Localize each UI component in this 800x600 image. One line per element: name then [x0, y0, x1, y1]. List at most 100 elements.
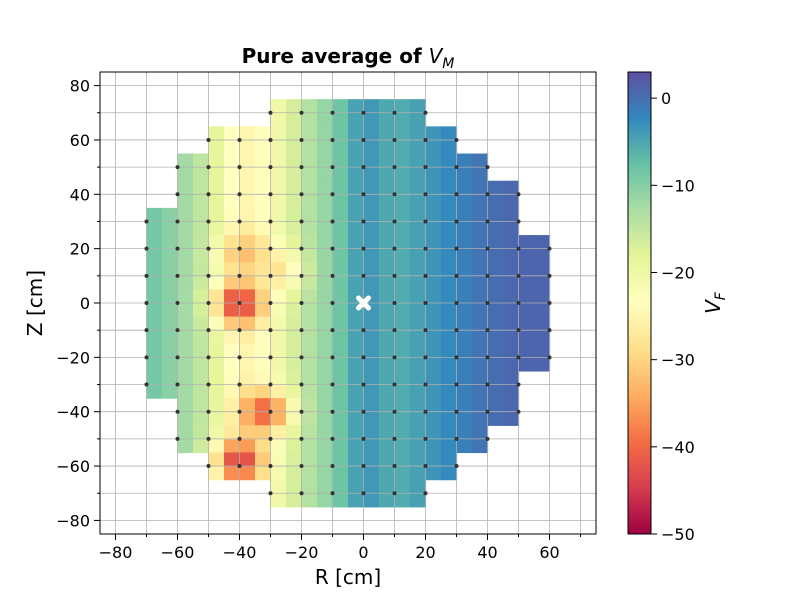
y-tick-label: 60	[70, 131, 90, 150]
heatmap-cell	[394, 384, 411, 399]
measurement-point	[206, 192, 211, 197]
heatmap-cell	[472, 275, 489, 291]
heatmap-cell	[270, 466, 287, 481]
heatmap-cell	[332, 221, 349, 236]
heatmap-cell	[301, 99, 318, 114]
heatmap-cell	[332, 112, 349, 127]
heatmap-cell	[472, 207, 489, 223]
heatmap-cell	[239, 207, 256, 223]
heatmap-cell	[332, 275, 349, 291]
measurement-point	[361, 491, 366, 496]
heatmap-cell	[425, 194, 442, 209]
measurement-point	[330, 464, 335, 469]
heatmap-cell	[487, 221, 504, 236]
heatmap-cell	[441, 275, 458, 291]
measurement-point	[423, 301, 428, 305]
heatmap-cell	[441, 248, 458, 263]
heatmap-cell	[503, 411, 520, 426]
heatmap-cell	[162, 316, 179, 331]
heatmap-cell	[503, 303, 520, 318]
heatmap-cell	[255, 452, 272, 467]
heatmap-cell	[286, 425, 303, 440]
heatmap-cell	[394, 357, 411, 372]
heatmap-cell	[332, 411, 349, 426]
heatmap-cell	[146, 235, 163, 250]
heatmap-cell	[239, 194, 256, 209]
measurement-point	[299, 165, 304, 170]
heatmap-cell	[363, 452, 380, 467]
heatmap-cell	[224, 153, 241, 168]
measurement-point	[237, 246, 242, 251]
heatmap-cell	[348, 438, 365, 454]
heatmap-cell	[441, 126, 458, 141]
measurement-point	[485, 409, 490, 414]
heatmap-cell	[224, 370, 241, 386]
heatmap-cell	[208, 126, 225, 141]
heatmap-cell	[224, 235, 241, 250]
measurement-point	[175, 355, 180, 360]
heatmap-cell	[239, 370, 256, 386]
measurement-point	[330, 110, 335, 115]
heatmap-cell	[472, 180, 489, 195]
heatmap-cell	[162, 357, 179, 372]
measurement-point	[516, 382, 521, 387]
heatmap-cell	[379, 262, 396, 277]
heatmap-cell	[394, 275, 411, 291]
heatmap-cell	[348, 466, 365, 481]
measurement-point	[454, 273, 459, 278]
heatmap-cell	[394, 289, 411, 304]
heatmap-cell	[425, 235, 442, 250]
heatmap-cell	[270, 207, 287, 223]
heatmap-cell	[410, 398, 427, 413]
measurement-point	[361, 328, 366, 333]
heatmap-cell	[394, 248, 411, 263]
heatmap-cell	[317, 303, 334, 318]
measurement-point	[330, 328, 335, 333]
heatmap-cell	[456, 438, 473, 454]
heatmap-cell	[534, 303, 551, 318]
heatmap-cell	[379, 466, 396, 481]
heatmap-cell	[224, 126, 241, 141]
heatmap-cell	[286, 112, 303, 127]
heatmap-cell	[363, 153, 380, 168]
heatmap-cell	[286, 194, 303, 209]
measurement-point	[485, 219, 490, 224]
measurement-point	[361, 355, 366, 360]
heatmap-cell	[146, 384, 163, 399]
heatmap-cell	[301, 303, 318, 318]
measurement-point	[454, 464, 459, 469]
measurement-point	[392, 355, 397, 360]
heatmap-cell	[224, 289, 241, 304]
measurement-point	[268, 110, 273, 115]
heatmap-cell	[255, 398, 272, 413]
heatmap-cell	[456, 357, 473, 372]
heatmap-cell	[255, 330, 272, 345]
heatmap-cell	[379, 153, 396, 168]
measurement-point	[206, 328, 211, 333]
heatmap-cell	[286, 493, 303, 508]
heatmap-cell	[177, 398, 194, 413]
heatmap-cell	[441, 303, 458, 318]
heatmap-cell	[456, 180, 473, 195]
measurement-point	[268, 355, 273, 360]
heatmap-cell	[317, 126, 334, 141]
origin-marker	[356, 295, 371, 311]
heatmap-cell	[410, 248, 427, 263]
heatmap-cell	[332, 207, 349, 223]
heatmap-cell	[394, 343, 411, 358]
measurement-point	[206, 273, 211, 278]
measurement-point	[144, 355, 149, 360]
measurement-point	[206, 219, 211, 224]
heatmap-cell	[456, 194, 473, 209]
heatmap-cell	[224, 452, 241, 467]
heatmap-cell	[394, 235, 411, 250]
heatmap-cell	[472, 438, 489, 454]
heatmap-cell	[301, 411, 318, 426]
heatmap-cell	[425, 330, 442, 345]
measurement-point	[330, 382, 335, 387]
heatmap-cell	[317, 466, 334, 481]
measurement-point	[516, 192, 521, 197]
heatmap-cell	[270, 139, 287, 155]
grid-lines	[100, 72, 596, 534]
heatmap-cell	[363, 112, 380, 127]
